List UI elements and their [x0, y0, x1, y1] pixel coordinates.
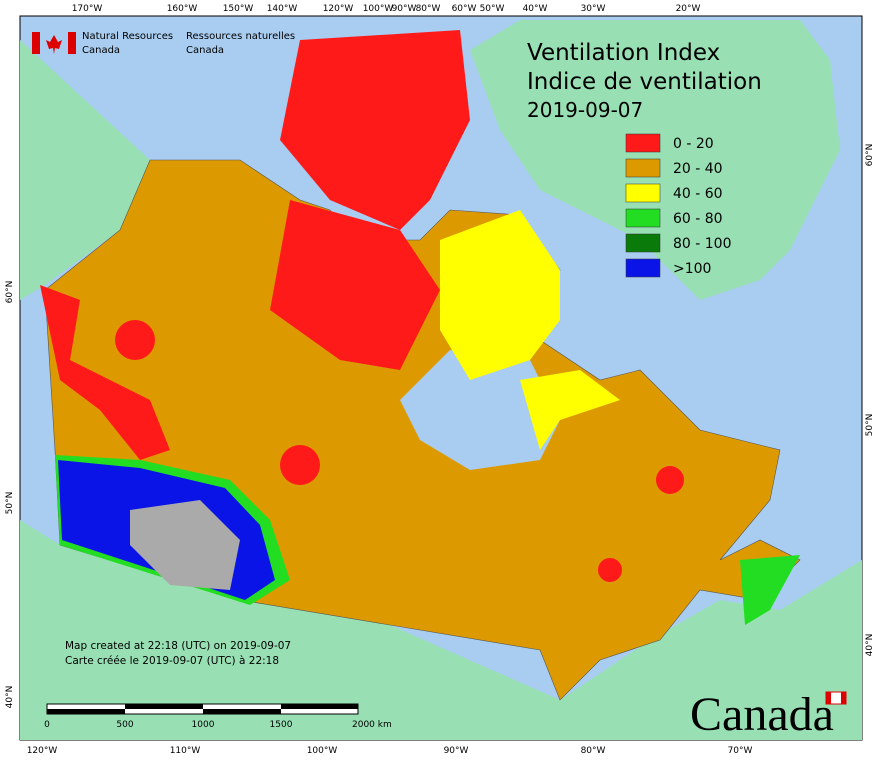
bc-red — [40, 285, 170, 460]
maritimes-green — [740, 555, 800, 625]
legend: 0 - 20 20 - 40 40 - 60 60 - 80 80 - 100 >100 — [625, 133, 732, 278]
arctic-red — [280, 30, 470, 230]
maple-leaf — [46, 35, 62, 54]
red-spot — [598, 558, 622, 582]
legend-swatch — [625, 158, 661, 178]
agency-en: Natural Resources — [82, 31, 173, 42]
usa — [20, 520, 862, 740]
legend-swatch — [625, 133, 661, 153]
lon-label: 40°W — [523, 4, 548, 14]
lon-label: 50°W — [480, 4, 505, 14]
scale-seg — [281, 704, 358, 709]
legend-label: 80 - 100 — [673, 236, 732, 252]
lat-label: 50°N — [865, 414, 875, 437]
flag-bar — [68, 32, 76, 54]
title-date: 2019-09-07 — [527, 98, 643, 122]
scale-label: 500 — [116, 720, 133, 730]
lat-label: 60°N — [5, 281, 15, 304]
lon-label: 120°W — [27, 746, 58, 756]
legend-label: 0 - 20 — [673, 136, 714, 152]
lon-label: 150°W — [223, 4, 254, 14]
country-en: Canada — [82, 45, 120, 56]
title-fr: Indice de ventilation — [527, 69, 762, 95]
legend-label: 40 - 60 — [673, 186, 723, 202]
wordmark: Canada — [690, 688, 834, 741]
lon-label: 160°W — [167, 4, 198, 14]
flag-bar — [32, 32, 40, 54]
lat-label: 50°N — [5, 492, 15, 515]
country-fr: Canada — [186, 45, 224, 56]
lon-label: 70°W — [728, 746, 753, 756]
legend-swatch — [625, 233, 661, 253]
legend-label: 20 - 40 — [673, 161, 723, 177]
baffin-yellow — [440, 210, 560, 380]
note-fr: Carte créée le 2019-09-07 (UTC) à 22:18 — [65, 655, 279, 667]
lon-label: 60°W — [452, 4, 477, 14]
legend-label: 60 - 80 — [673, 211, 723, 227]
lon-label: 140°W — [267, 4, 298, 14]
quebec-yellow — [520, 370, 620, 450]
alaska — [20, 40, 150, 300]
lon-label: 100°W — [307, 746, 338, 756]
lon-label: 20°W — [676, 4, 701, 14]
scale-label: 1000 — [192, 720, 215, 730]
legend-swatch — [625, 208, 661, 228]
lon-label: 80°W — [581, 746, 606, 756]
scale-bar: 0 500 1000 1500 2000 km — [44, 703, 392, 730]
title-en: Ventilation Index — [527, 40, 720, 66]
red-spot — [656, 466, 684, 494]
lat-label: 60°N — [865, 144, 875, 167]
lon-label: 120°W — [323, 4, 354, 14]
lon-label: 100°W — [363, 4, 394, 14]
scale-seg — [203, 709, 281, 714]
nunavut-red — [270, 200, 440, 370]
scale-label: 0 — [44, 720, 50, 730]
graticule-labels: 170°W 160°W 150°W 140°W 120°W 100°W90°W 80°W 60… — [5, 4, 875, 756]
legend-swatch — [625, 183, 661, 203]
lon-label: 80°W — [416, 4, 441, 14]
lon-label: 110°W — [170, 746, 201, 756]
legend-label: >100 — [673, 261, 711, 277]
scale-seg — [125, 704, 203, 709]
red-spot — [115, 320, 155, 360]
flag-bar — [826, 692, 831, 704]
scale-label: 2000 km — [352, 720, 392, 730]
flag-bar — [841, 692, 846, 704]
land — [20, 20, 862, 740]
lon-label: 170°W — [72, 4, 103, 14]
scale-seg — [47, 709, 125, 714]
lat-label: 40°N — [865, 634, 875, 657]
lat-label: 40°N — [5, 686, 15, 709]
lon-label: 30°W — [581, 4, 606, 14]
lon-label: 90°W — [444, 746, 469, 756]
lon-label: 90°W — [392, 4, 417, 14]
grey-region — [130, 500, 240, 590]
canada-wordmark: Canada — [690, 688, 847, 741]
legend-swatch — [625, 258, 661, 278]
note-en: Map created at 22:18 (UTC) on 2019-09-07 — [65, 640, 291, 652]
agency-fr: Ressources naturelles — [186, 31, 295, 42]
nrcan-logo: Natural Resources Canada Ressources natu… — [32, 31, 295, 56]
scale-label: 1500 — [270, 720, 293, 730]
red-spot — [280, 445, 320, 485]
